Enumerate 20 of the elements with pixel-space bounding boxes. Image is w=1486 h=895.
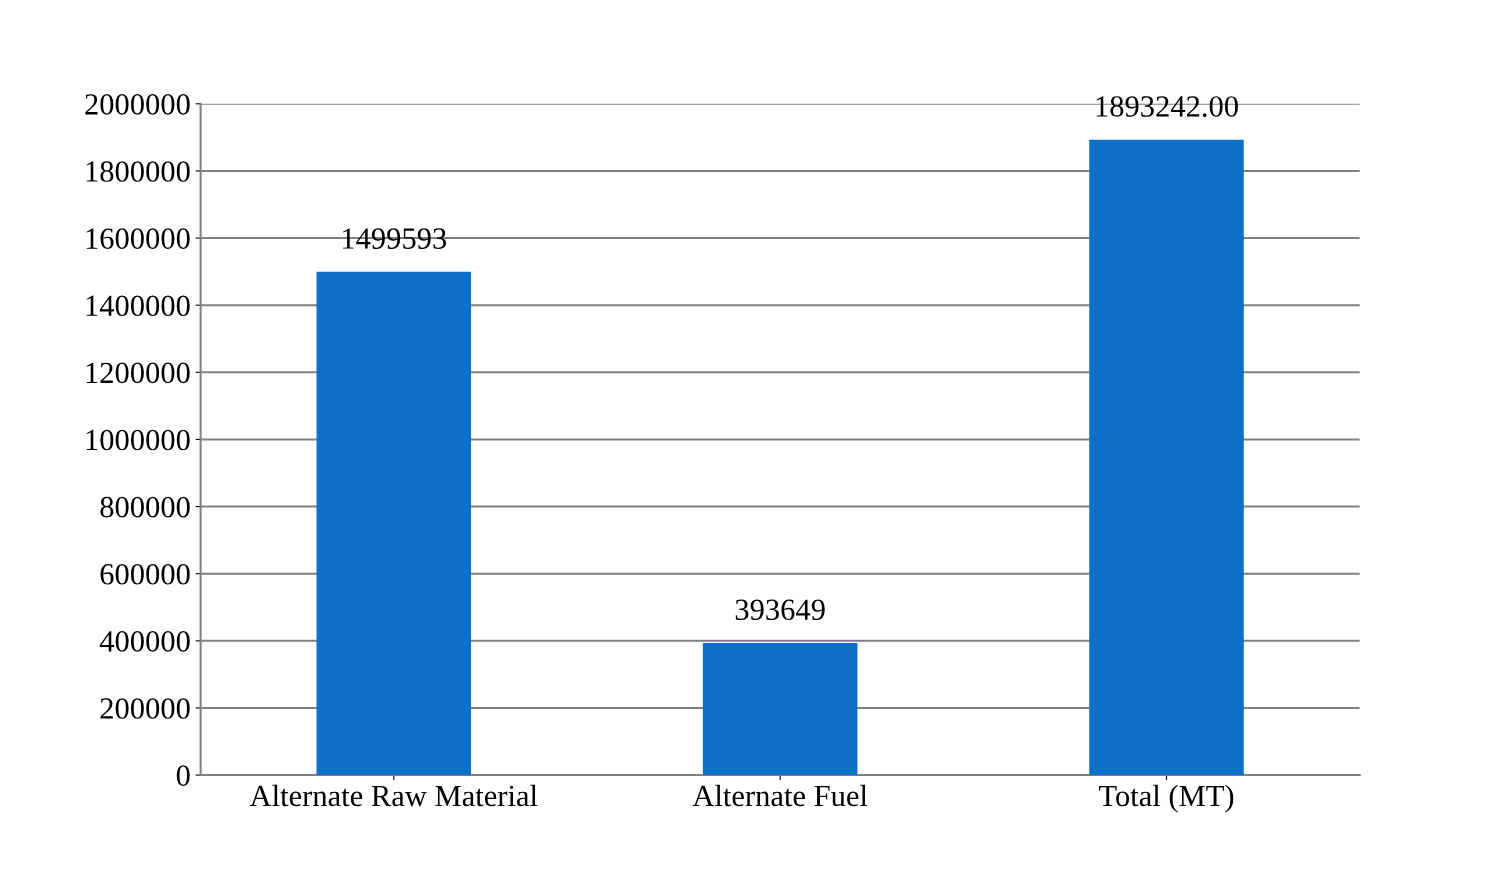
bar bbox=[1089, 139, 1244, 776]
y-tick-label: 2000000 bbox=[85, 94, 190, 115]
y-tick-label: 0 bbox=[176, 765, 190, 786]
data-label: 1499593 bbox=[343, 228, 447, 249]
y-tick-label: 1600000 bbox=[86, 228, 190, 249]
bar bbox=[316, 271, 472, 776]
x-tick-label: Alternate Fuel bbox=[692, 784, 868, 807]
y-tick-label: 1800000 bbox=[86, 161, 190, 182]
bar bbox=[702, 642, 858, 776]
x-tick-label: Alternate Raw Material bbox=[249, 784, 538, 807]
y-tick-label: 1400000 bbox=[86, 295, 190, 317]
data-label: 393649 bbox=[735, 599, 825, 621]
y-tick-label: 1200000 bbox=[86, 362, 190, 384]
y-tick-label: 800000 bbox=[100, 496, 190, 518]
data-label: 1893242.00 bbox=[1096, 96, 1238, 117]
x-tick-label: Total (MT) bbox=[1098, 784, 1234, 813]
y-tick-label: 600000 bbox=[100, 563, 190, 585]
y-tick-label: 400000 bbox=[99, 631, 190, 652]
y-tick-label: 200000 bbox=[100, 698, 190, 719]
y-tick-label: 1000000 bbox=[86, 429, 190, 451]
